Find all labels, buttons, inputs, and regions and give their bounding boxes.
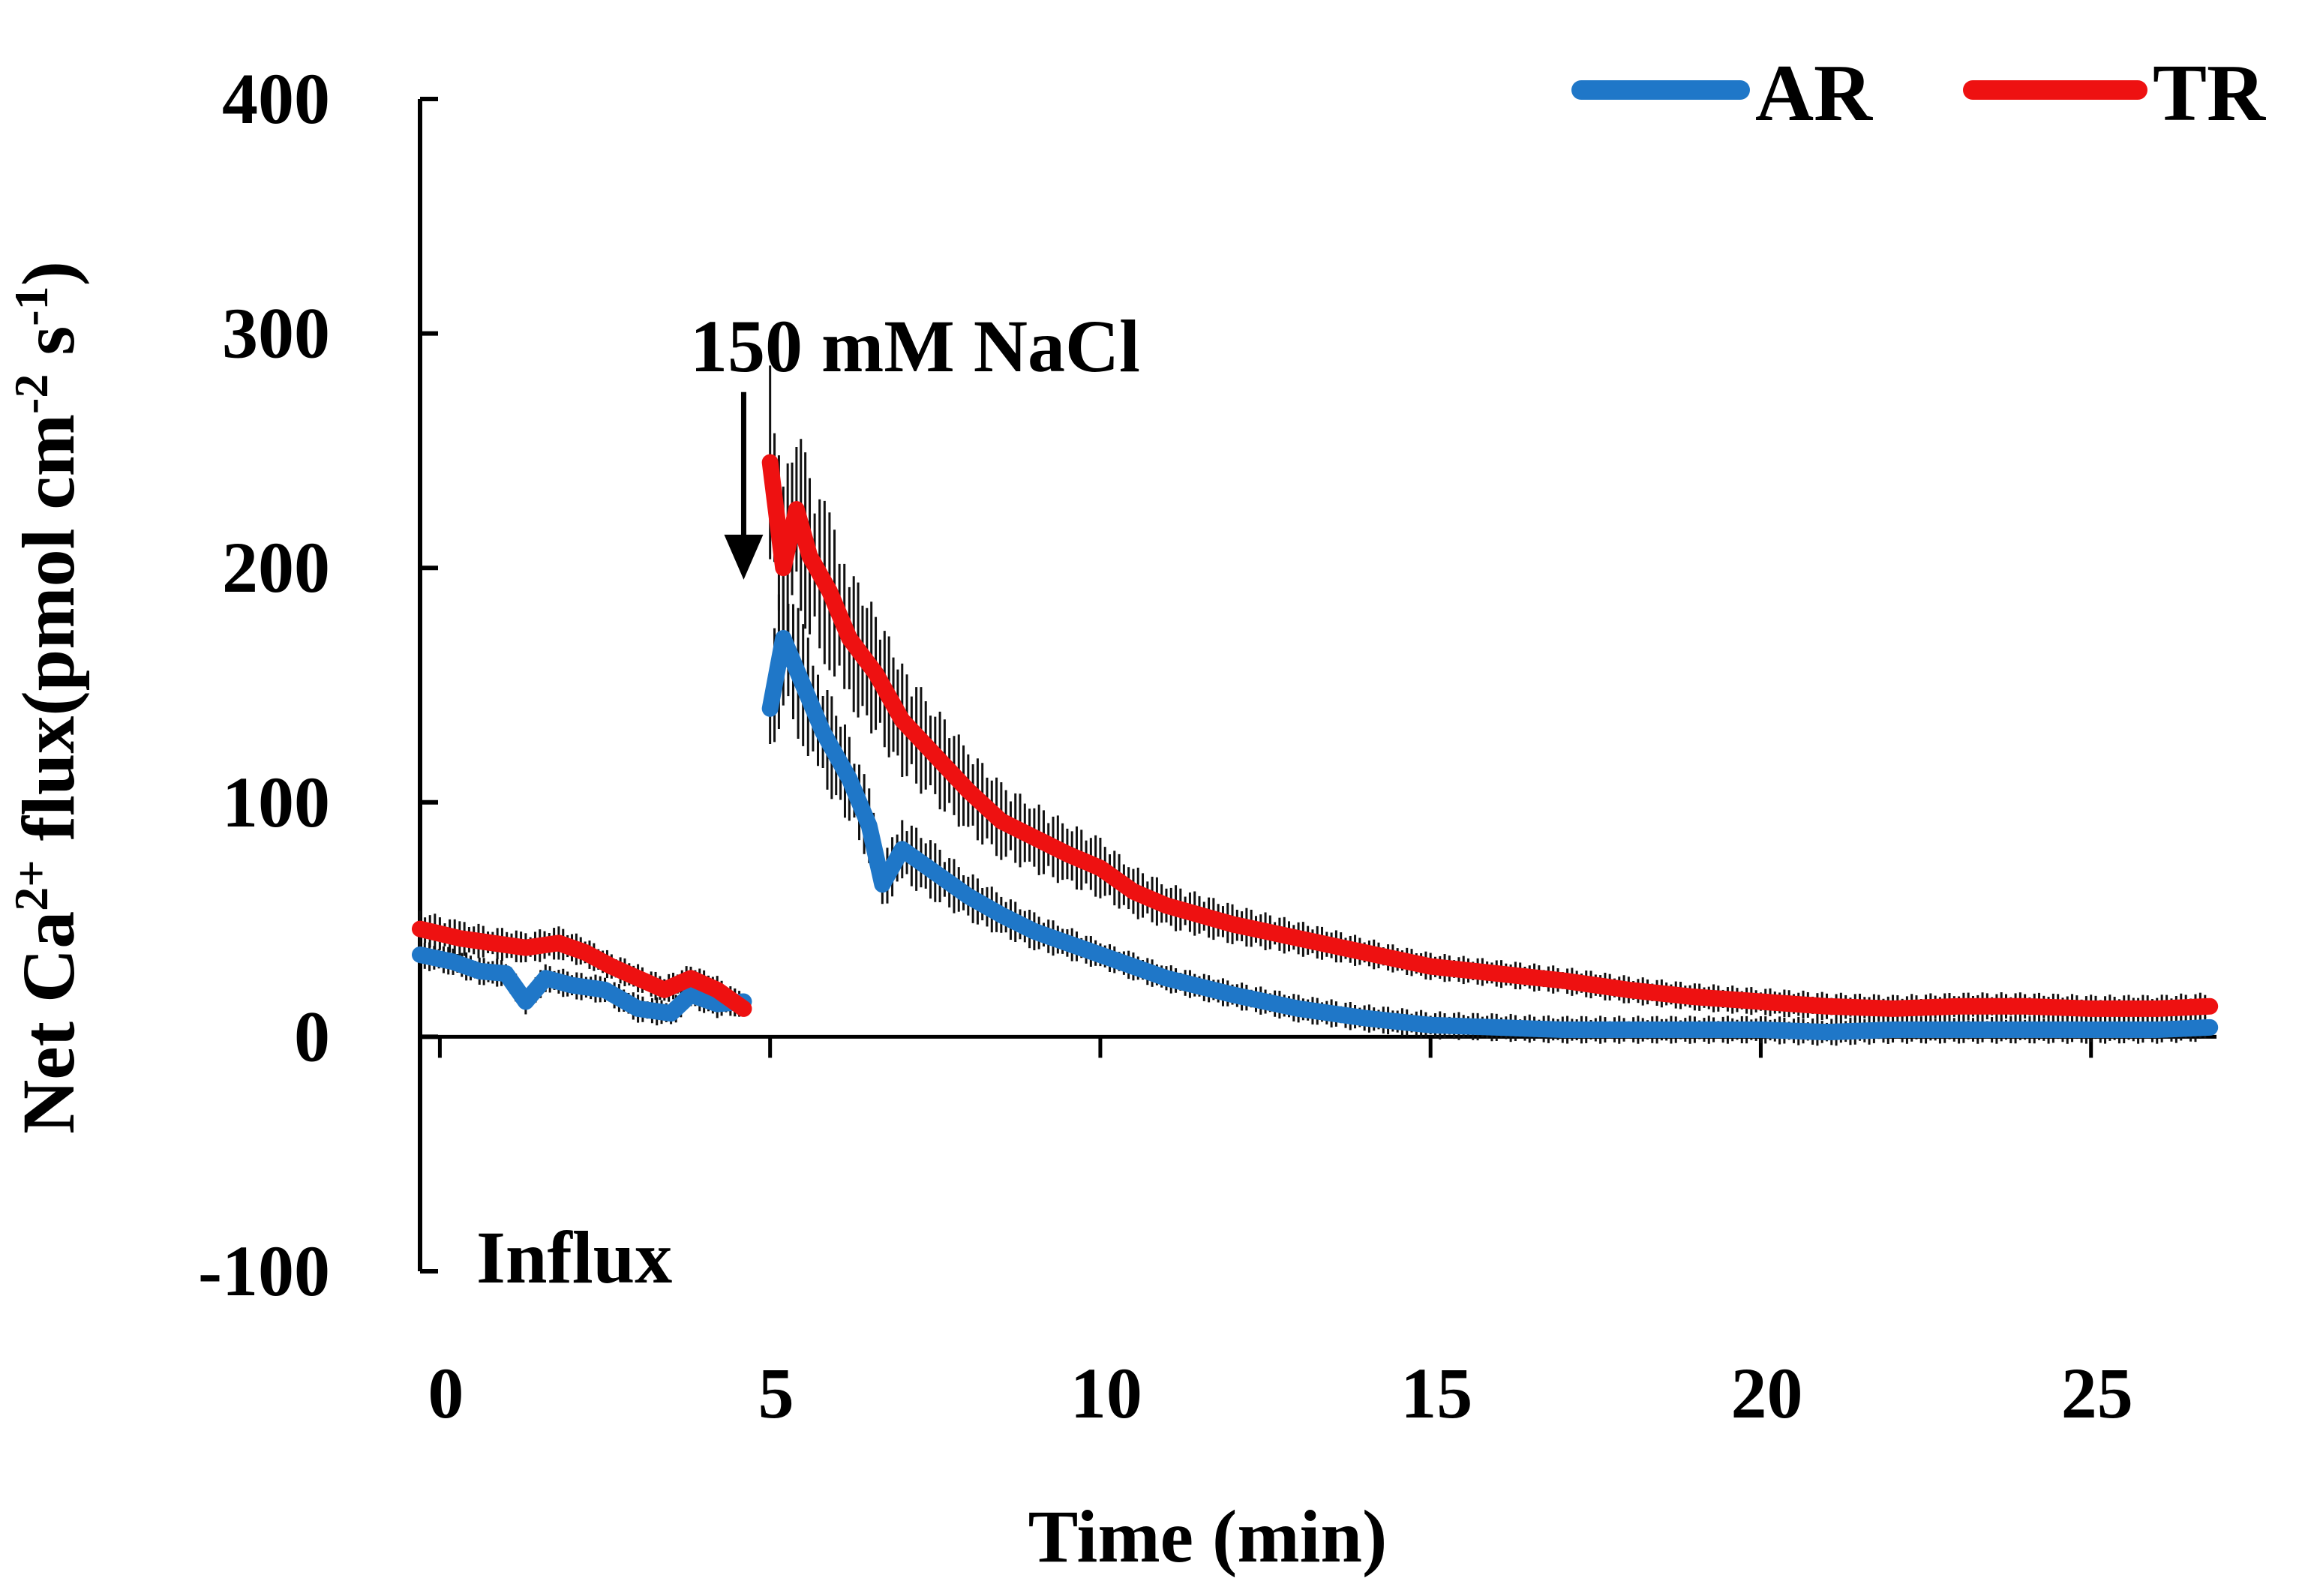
series-layer	[412, 365, 2219, 1046]
treatment-annotation: 150 mM NaCl	[690, 304, 1140, 388]
x-tick-label: 5	[758, 1353, 794, 1433]
y-axis-title: Net Ca2+ flux(pmol cm-2 s-1)	[5, 261, 91, 1134]
y-axis-title-part: )	[7, 261, 90, 286]
direction-annotation: Influx	[476, 1216, 672, 1299]
legend: AR TR	[1571, 49, 2266, 138]
x-axis-ticks: 0 5 10 15 20 25	[428, 1036, 2133, 1433]
y-tick-label: 100	[222, 762, 330, 842]
y-axis-title-part: flux(pmol cm	[7, 414, 90, 860]
y-axis-title-part: s	[7, 326, 90, 374]
series-line-ar-segment-2	[761, 629, 2219, 1041]
y-tick-label: 200	[222, 527, 330, 608]
y-tick-label: -100	[198, 1231, 330, 1311]
x-tick-label: 15	[1400, 1353, 1472, 1433]
x-axis-title: Time (min)	[1028, 1495, 1388, 1578]
y-tick-label: 400	[222, 58, 330, 139]
x-tick-label: 10	[1070, 1353, 1142, 1433]
x-tick-label: 20	[1730, 1353, 1802, 1433]
y-tick-label: 300	[222, 293, 330, 374]
y-tick-label: 0	[294, 996, 330, 1076]
y-axis-title-superscript: 2+	[5, 860, 58, 910]
legend-label-ar: AR	[1755, 49, 1873, 138]
series-line-ar-segment-1	[412, 946, 752, 1022]
x-tick-label: 25	[2061, 1353, 2133, 1433]
series-line-tr-segment-2	[761, 454, 2219, 1017]
y-axis-ticks: -100 0 100 200 300 400	[198, 58, 438, 1311]
error-bars-tr	[419, 365, 2207, 1023]
x-tick-label: 0	[428, 1353, 464, 1433]
y-axis-title-superscript: -1	[5, 286, 58, 326]
series-line-tr-segment-1	[412, 920, 752, 1017]
y-axis-title-superscript: -2	[5, 374, 58, 414]
treatment-arrow-head	[724, 534, 764, 580]
legend-label-tr: TR	[2153, 49, 2266, 138]
y-axis-title-part: Net Ca	[7, 911, 90, 1134]
